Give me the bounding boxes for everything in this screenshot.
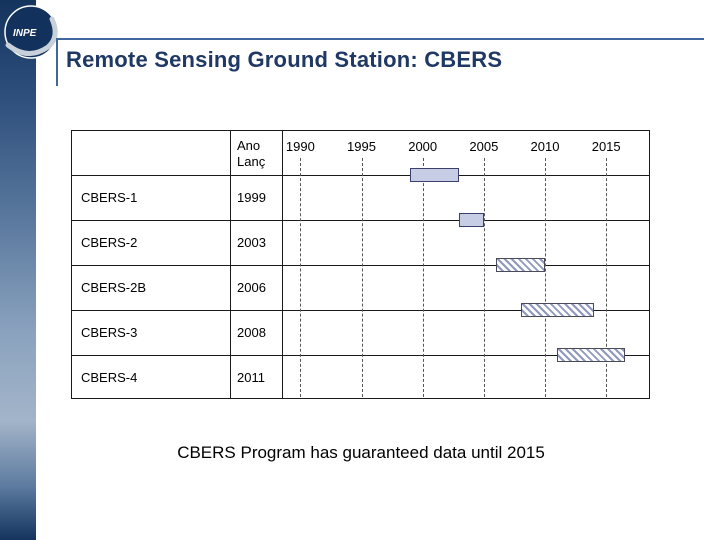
table-row-line: [72, 220, 649, 221]
timeline-year-label: 2010: [530, 139, 560, 154]
mission-bar-cbers-3: [520, 303, 594, 317]
logo-swoosh: [5, 16, 58, 56]
mission-bar-cbers-1: [410, 168, 460, 182]
timeline-gridline: [361, 158, 363, 397]
page-title: Remote Sensing Ground Station: CBERS: [66, 47, 503, 72]
satellite-label: CBERS-2B: [81, 280, 147, 295]
timeline-year-label: 1990: [285, 139, 315, 154]
launch-year-column-header: Ano Lanç: [237, 138, 266, 170]
satellite-label: CBERS-4: [81, 370, 138, 385]
timeline-year-label: 2005: [469, 139, 499, 154]
title-vertical-rule: [56, 38, 58, 86]
mission-bar-cbers-2b: [496, 258, 545, 272]
table-row-line: [72, 265, 649, 266]
gantt-table: Ano Lanç 1990 1995 2000 2005 2010 2015 CBERS-1 1…: [71, 130, 650, 399]
launch-year-value: 2011: [237, 370, 265, 385]
timeline-year-label: 1995: [347, 139, 376, 154]
launch-year-value: 1999: [237, 190, 266, 205]
table-row-line: [72, 310, 649, 311]
mission-bar-cbers-2: [459, 213, 484, 227]
timeline-gridline: [422, 158, 424, 397]
satellite-label: CBERS-2: [81, 235, 138, 250]
timeline-gridline: [483, 158, 485, 397]
table-row-line: [72, 175, 649, 176]
timeline-gridline: [545, 158, 547, 397]
mission-bar-cbers-4: [557, 348, 625, 362]
launch-year-value: 2003: [237, 235, 266, 250]
timeline-year-label: 2015: [591, 139, 621, 154]
table-row-line: [72, 355, 649, 356]
launch-year-value: 2006: [237, 280, 266, 295]
caption: CBERS Program has guaranteed data until …: [177, 443, 545, 462]
header-horizontal-rule: [56, 38, 704, 40]
timeline-year-label: 2000: [408, 139, 438, 154]
satellite-label: CBERS-1: [81, 190, 138, 205]
logo-text: INPE: [13, 28, 37, 39]
table-column-line: [230, 131, 231, 398]
timeline-gridline: [300, 158, 302, 397]
launch-year-value: 2008: [237, 325, 266, 340]
sidebar-gradient-bar: [0, 0, 36, 540]
table-column-line: [282, 131, 283, 398]
inpe-logo: INPE: [4, 5, 58, 59]
timeline-gridline: [606, 158, 608, 397]
satellite-label: CBERS-3: [81, 325, 138, 340]
